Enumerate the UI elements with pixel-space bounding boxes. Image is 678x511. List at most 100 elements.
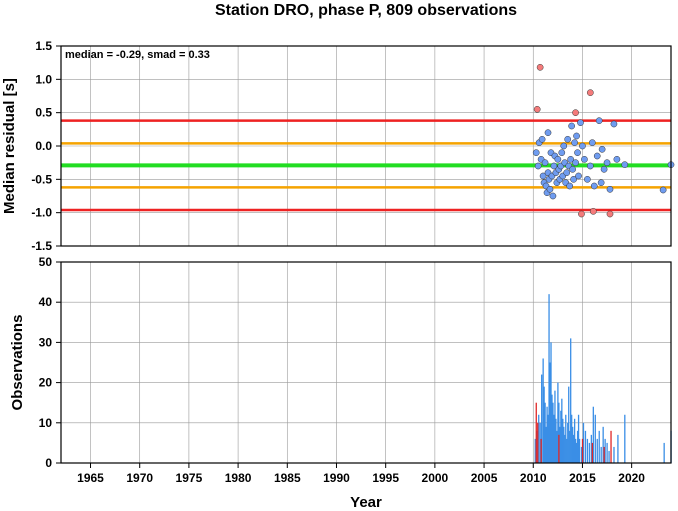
residual-point <box>546 185 554 193</box>
observation-bar <box>567 422 569 463</box>
outlier-observation-bar <box>540 438 542 463</box>
observation-bar <box>556 430 558 463</box>
median-smad-annotation: median = -0.29, smad = 0.33 <box>65 49 210 61</box>
observations-y-tick-label: 10 <box>39 416 53 430</box>
observation-bar <box>564 434 566 463</box>
observation-bar <box>617 434 619 463</box>
observation-bar <box>547 414 549 463</box>
residual-y-tick-label: -1.5 <box>31 239 52 253</box>
observation-bar <box>560 410 562 463</box>
residual-point <box>539 172 547 180</box>
observations-y-tick-label: 40 <box>39 295 53 309</box>
observation-bar <box>550 342 552 463</box>
x-tick-label: 1975 <box>176 471 203 485</box>
observations-y-tick-label: 20 <box>39 376 53 390</box>
outlier-observation-bar <box>537 422 539 463</box>
observation-bar <box>663 442 665 463</box>
observation-bar <box>551 394 553 463</box>
observation-bar <box>558 402 560 463</box>
outlier-point <box>589 207 597 215</box>
residual-y-tick-label: 1.5 <box>35 39 52 53</box>
chart-title: Station DRO, phase P, 809 observations <box>215 2 517 19</box>
residual-point <box>544 129 552 137</box>
observation-bar <box>600 446 602 463</box>
outlier-point <box>572 109 579 117</box>
year-x-ticks: 1965 1970 1975 1980 1985 1990 1995 2000 2005 2010… <box>77 463 645 485</box>
residual-y-tick-label: 1.0 <box>35 72 52 86</box>
observations-y-tick-label: 30 <box>39 335 53 349</box>
residual-point <box>588 139 596 147</box>
x-tick-label: 1980 <box>225 471 252 485</box>
outlier-observation-bar <box>581 438 584 463</box>
residual-point <box>567 155 574 163</box>
residual-y-axis-label: Median residual [s] <box>1 78 18 214</box>
observations-y-axis-label: Observations <box>9 315 26 411</box>
observation-bar <box>559 426 561 463</box>
residual-point <box>568 122 575 130</box>
residual-point <box>575 172 582 180</box>
observation-bar <box>582 422 585 463</box>
observation-bar <box>606 442 608 463</box>
residual-point <box>621 161 629 169</box>
x-tick-label: 2000 <box>422 471 449 485</box>
observations-plot-frame <box>60 261 672 464</box>
observation-bar <box>541 374 543 463</box>
observation-bar <box>578 438 581 463</box>
outlier-point <box>533 105 541 113</box>
residual-point <box>586 162 594 170</box>
observation-bar <box>557 382 559 463</box>
x-tick-label: 1995 <box>372 471 399 485</box>
x-tick-label: 1985 <box>274 471 301 485</box>
observation-bar <box>542 358 544 463</box>
observation-bar <box>577 414 580 463</box>
residual-point <box>570 175 577 183</box>
observation-bar <box>569 430 571 463</box>
observation-bar <box>624 414 626 463</box>
residual-point <box>577 119 584 127</box>
residual-point <box>613 155 621 163</box>
residual-point <box>563 169 571 177</box>
observation-bar <box>613 446 615 463</box>
outlier-observation-bar <box>535 402 537 463</box>
residual-point <box>534 162 542 170</box>
residual-point <box>554 155 562 163</box>
observation-bar <box>584 430 587 463</box>
observation-bar <box>602 426 604 463</box>
observation-bar <box>554 390 556 463</box>
residual-points <box>532 63 675 218</box>
residual-point <box>581 155 588 163</box>
residual-y-tick-label: -1.0 <box>31 206 52 220</box>
observation-bar <box>592 406 594 463</box>
outlier-point <box>586 89 594 97</box>
observations-y-tick-label: 50 <box>39 255 53 269</box>
observation-bar <box>553 414 555 463</box>
observation-bar <box>566 438 568 463</box>
residual-point <box>541 159 549 167</box>
residual-y-tick-label: 0.5 <box>35 106 52 120</box>
outlier-observation-bar <box>558 434 560 463</box>
observation-bar <box>555 418 557 463</box>
outlier-observation-bar <box>603 446 605 463</box>
residual-point <box>595 117 603 125</box>
residual-reference-lines <box>61 119 671 212</box>
residual-y-tick-label: -0.5 <box>31 172 52 186</box>
residual-point <box>574 149 581 157</box>
residual-point <box>571 139 578 147</box>
outlier-observation-bar <box>591 442 593 463</box>
residual-y-ticks: 1.5 1.0 0.5 0.0 -0.5 -1.0 -1.5 <box>31 39 61 253</box>
observation-bar <box>572 434 575 463</box>
residual-point <box>564 135 572 143</box>
residual-point <box>532 149 540 157</box>
observation-bar <box>570 338 572 463</box>
residual-point <box>558 149 566 157</box>
observation-bar <box>538 414 540 463</box>
observation-bar <box>588 442 591 463</box>
x-tick-label: 2020 <box>618 471 645 485</box>
observation-bar <box>549 362 551 463</box>
year-x-axis-label: Year <box>350 494 382 511</box>
residual-point <box>600 165 608 173</box>
observation-bar <box>573 418 576 463</box>
x-tick-label: 2005 <box>471 471 498 485</box>
observation-bar <box>598 430 600 463</box>
observation-bar <box>546 406 548 463</box>
